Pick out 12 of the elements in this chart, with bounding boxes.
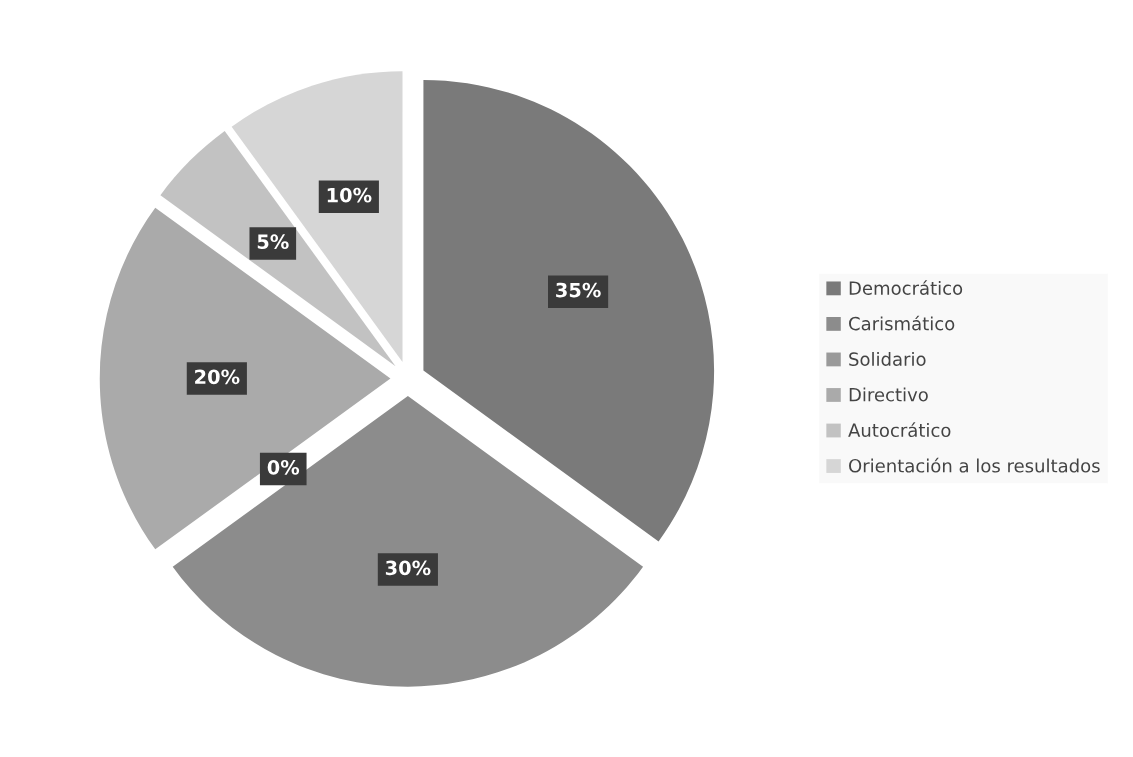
legend-label: Democrático: [849, 280, 963, 295]
data-label: 5%: [257, 234, 289, 250]
legend-label: Solidario: [849, 352, 926, 366]
data-label: 30%: [385, 560, 431, 576]
data-label: 10%: [327, 187, 372, 203]
data-label: 35%: [556, 282, 601, 298]
legend-label: Directivo: [849, 387, 928, 402]
data-label: 20%: [195, 369, 240, 385]
legend-label: Carismático: [849, 315, 955, 331]
legend-label: Autocrático: [848, 422, 951, 438]
text: 0%: [267, 459, 300, 475]
legend-label: Orientación a los resultados: [849, 457, 1100, 473]
